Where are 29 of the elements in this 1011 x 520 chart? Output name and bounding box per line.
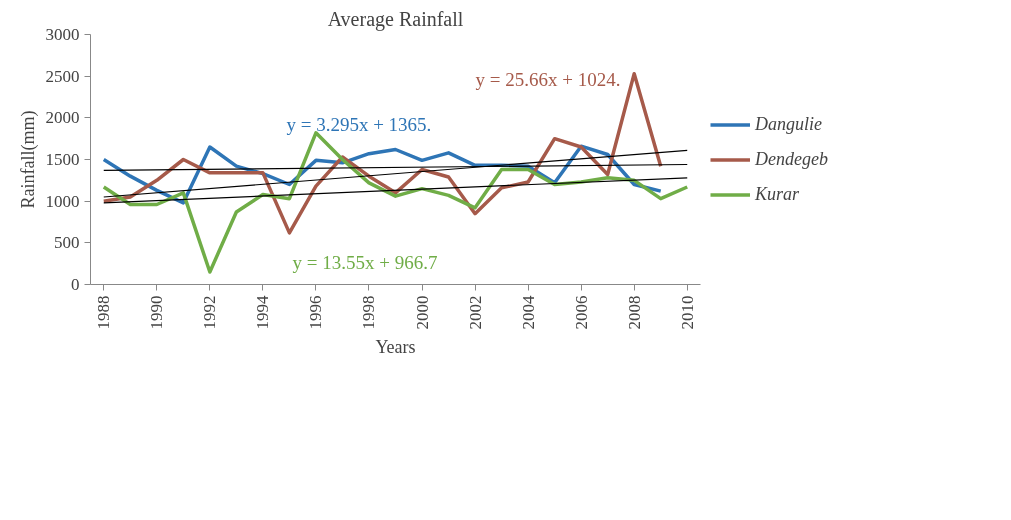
legend-label: Dangulie	[755, 113, 822, 135]
y-tick-label: 1500	[45, 150, 80, 169]
y-tick-label: 0	[71, 275, 80, 294]
y-tick-label: 2500	[45, 66, 80, 86]
x-tick-label: 2000	[412, 295, 432, 330]
legend-label: Kurar	[755, 183, 800, 205]
x-tick-label: 2006	[571, 295, 591, 330]
annotation: y = 13.55x + 966.7	[292, 251, 438, 273]
annotation: y = 3.295x + 1365.	[286, 114, 432, 135]
x-tick-label: 1990	[147, 295, 167, 330]
y-tick-label: 500	[54, 233, 80, 253]
x-tick-label: 1996	[306, 295, 326, 330]
line-series	[102, 71, 663, 235]
x-tick-label: 2002	[465, 295, 485, 330]
y-tick-label: 1000	[45, 191, 80, 211]
x-tick-label: 2008	[624, 295, 644, 330]
x-tick-label: 1988	[94, 295, 114, 330]
y-tick-label: 3000	[45, 25, 80, 44]
x-tick-label: 1994	[253, 295, 273, 330]
x-tick-label: 1992	[200, 295, 220, 330]
y-tick-label: 2000	[45, 108, 80, 128]
y-axis-title: Rainfall(mm)	[17, 110, 39, 209]
x-tick-label: 1998	[359, 295, 379, 330]
x-tick-label: 2004	[518, 295, 538, 330]
x-tick-label: 2010	[677, 295, 697, 330]
x-axis-title: Years	[375, 337, 416, 358]
legend-label: Dendegeb	[755, 148, 828, 170]
annotation: y = 25.66x + 1024.	[475, 69, 621, 90]
chart-title: Average Rainfall	[327, 7, 464, 31]
